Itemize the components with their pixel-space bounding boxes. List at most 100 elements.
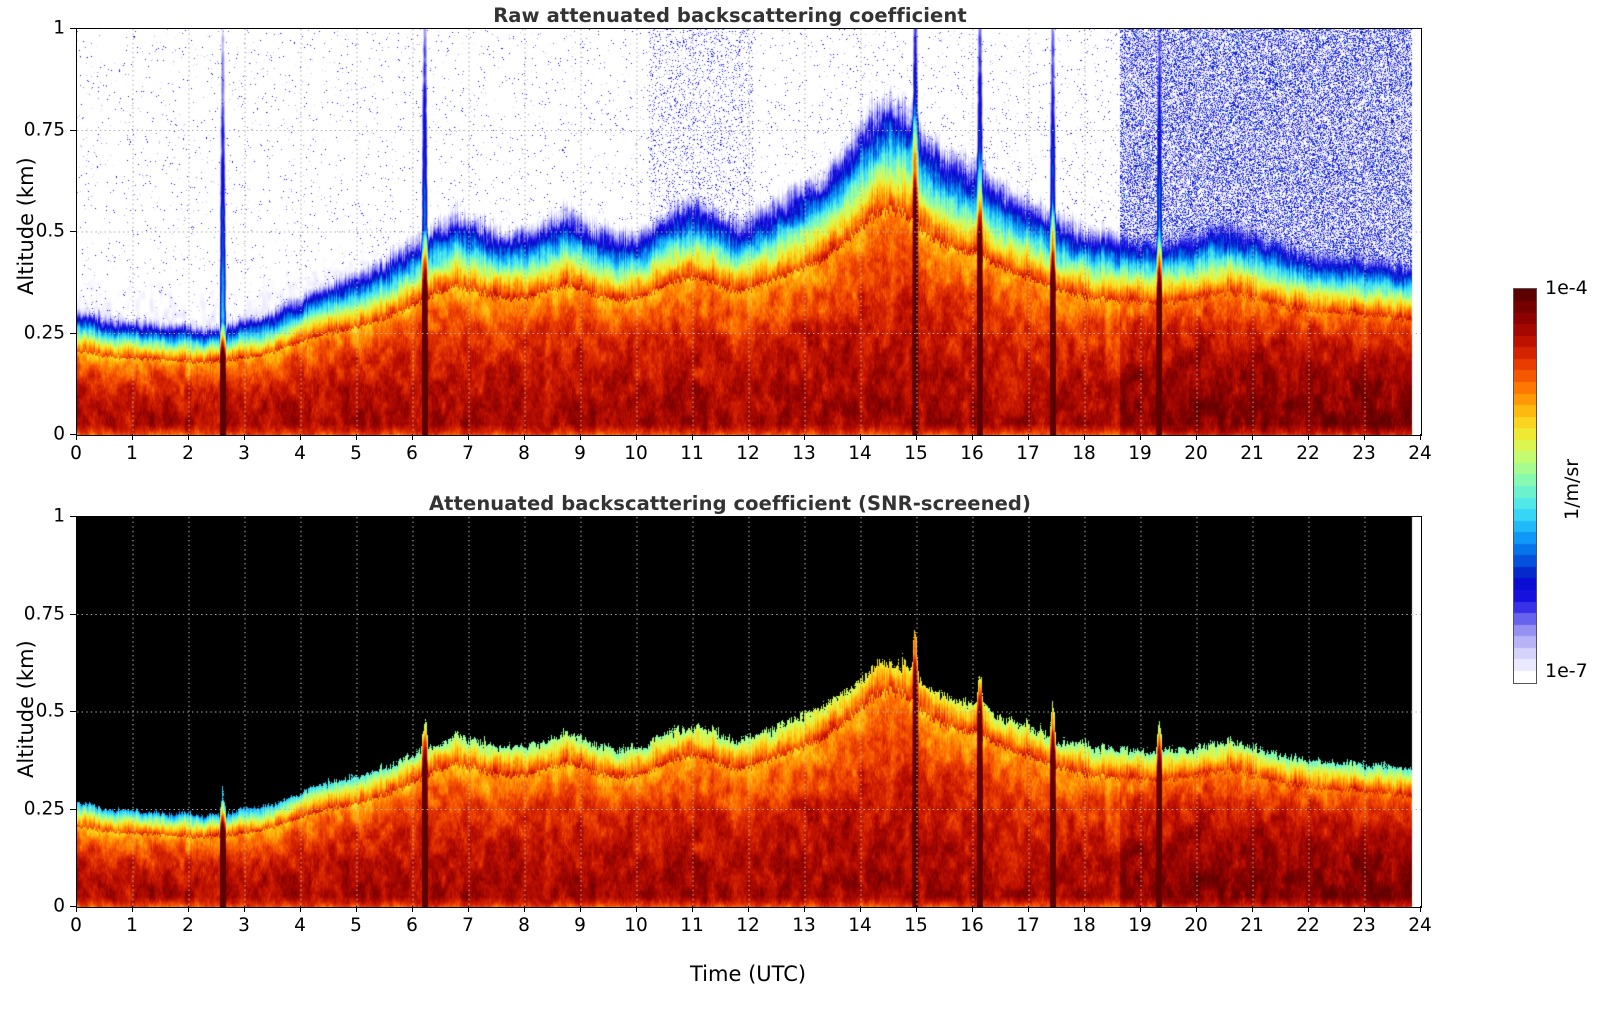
x-tick-label: 7 [462, 443, 474, 464]
x-tick-label: 6 [406, 443, 418, 464]
x-tick-label: 23 [1352, 443, 1376, 464]
y-tick-label: 0 [53, 895, 65, 917]
x-tick-mark [132, 906, 134, 912]
x-tick-label: 10 [624, 443, 648, 464]
x-tick-label: 11 [680, 443, 704, 464]
x-tick-label: 15 [904, 443, 928, 464]
x-tick-mark [524, 906, 526, 912]
x-tick-label: 5 [350, 915, 362, 936]
x-tick-mark [972, 434, 974, 440]
x-tick-mark [1252, 434, 1254, 440]
colorbar-unit-label: 1/m/sr [1561, 458, 1583, 520]
x-tick-mark [916, 434, 918, 440]
x-tick-label: 4 [294, 915, 306, 936]
y-tick-mark [70, 516, 76, 518]
x-tick-mark [1364, 906, 1366, 912]
x-tick-mark [244, 434, 246, 440]
x-tick-mark [972, 906, 974, 912]
x-tick-mark [300, 906, 302, 912]
x-tick-mark [1140, 906, 1142, 912]
x-tick-mark [412, 906, 414, 912]
x-tick-mark [916, 906, 918, 912]
x-tick-mark [804, 906, 806, 912]
x-tick-mark [132, 434, 134, 440]
x-tick-mark [860, 906, 862, 912]
colorbar[interactable] [1513, 288, 1537, 684]
panel-title-raw: Raw attenuated backscattering coefficien… [493, 4, 967, 27]
y-tick-mark [70, 129, 76, 131]
x-tick-label: 3 [238, 915, 250, 936]
x-tick-label: 5 [350, 443, 362, 464]
x-tick-label: 16 [960, 915, 984, 936]
x-tick-label: 1 [126, 443, 138, 464]
x-tick-label: 18 [1072, 915, 1096, 936]
x-tick-label: 15 [904, 915, 928, 936]
y-tick-label: 0.75 [23, 119, 65, 140]
x-tick-mark [1140, 434, 1142, 440]
x-tick-mark [636, 906, 638, 912]
x-tick-mark [1028, 906, 1030, 912]
x-tick-label: 8 [518, 443, 530, 464]
panel-raw-backscatter: Raw attenuated backscattering coefficien… [0, 0, 1460, 475]
x-tick-mark [692, 906, 694, 912]
y-tick-label: 1 [53, 505, 65, 527]
panel-title-screened: Attenuated backscattering coefficient (S… [428, 492, 1032, 515]
x-tick-label: 21 [1240, 915, 1264, 936]
x-tick-label: 10 [624, 915, 648, 936]
x-tick-label: 14 [848, 915, 872, 936]
y-axis-title-raw: Altitude (km) [14, 157, 38, 295]
y-tick-label: 0.25 [23, 798, 65, 819]
y-tick-label: 0.25 [23, 322, 65, 343]
x-tick-mark [860, 434, 862, 440]
x-tick-label: 22 [1296, 443, 1320, 464]
x-tick-label: 1 [126, 915, 138, 936]
y-tick-label: 0.75 [23, 603, 65, 624]
x-tick-mark [1420, 434, 1422, 440]
x-tick-mark [1308, 434, 1310, 440]
colorbar-min-label: 1e-7 [1545, 660, 1588, 682]
y-tick-mark [70, 434, 76, 436]
x-tick-label: 9 [574, 915, 586, 936]
plot-area-raw[interactable] [76, 28, 1422, 436]
x-tick-mark [580, 906, 582, 912]
x-tick-mark [76, 434, 78, 440]
x-tick-label: 19 [1128, 443, 1152, 464]
x-tick-label: 2 [182, 915, 194, 936]
x-tick-label: 20 [1184, 915, 1208, 936]
colorbar-gradient [1514, 289, 1536, 683]
x-tick-mark [636, 434, 638, 440]
x-tick-mark [76, 906, 78, 912]
x-tick-label: 16 [960, 443, 984, 464]
panel-screened-backscatter: Attenuated backscattering coefficient (S… [0, 488, 1460, 1020]
y-tick-mark [70, 28, 76, 30]
plot-area-screened[interactable] [76, 516, 1422, 908]
x-tick-label: 22 [1296, 915, 1320, 936]
x-tick-label: 20 [1184, 443, 1208, 464]
x-tick-label: 13 [792, 443, 816, 464]
x-tick-mark [468, 434, 470, 440]
x-axis-title: Time (UTC) [690, 962, 807, 986]
x-tick-label: 12 [736, 915, 760, 936]
x-tick-label: 0 [70, 915, 82, 936]
x-tick-label: 14 [848, 443, 872, 464]
x-tick-label: 18 [1072, 443, 1096, 464]
x-tick-mark [188, 434, 190, 440]
x-tick-mark [300, 434, 302, 440]
x-tick-mark [356, 906, 358, 912]
x-tick-label: 2 [182, 443, 194, 464]
y-tick-label: 0.5 [35, 220, 65, 242]
x-tick-mark [524, 434, 526, 440]
x-tick-mark [580, 434, 582, 440]
x-tick-label: 23 [1352, 915, 1376, 936]
x-tick-label: 13 [792, 915, 816, 936]
x-tick-mark [412, 434, 414, 440]
x-tick-mark [1252, 906, 1254, 912]
y-tick-mark [70, 906, 76, 908]
x-tick-label: 17 [1016, 443, 1040, 464]
x-tick-label: 11 [680, 915, 704, 936]
y-tick-label: 0.5 [35, 700, 65, 722]
x-tick-mark [1084, 906, 1086, 912]
x-tick-mark [1028, 434, 1030, 440]
x-tick-label: 8 [518, 915, 530, 936]
